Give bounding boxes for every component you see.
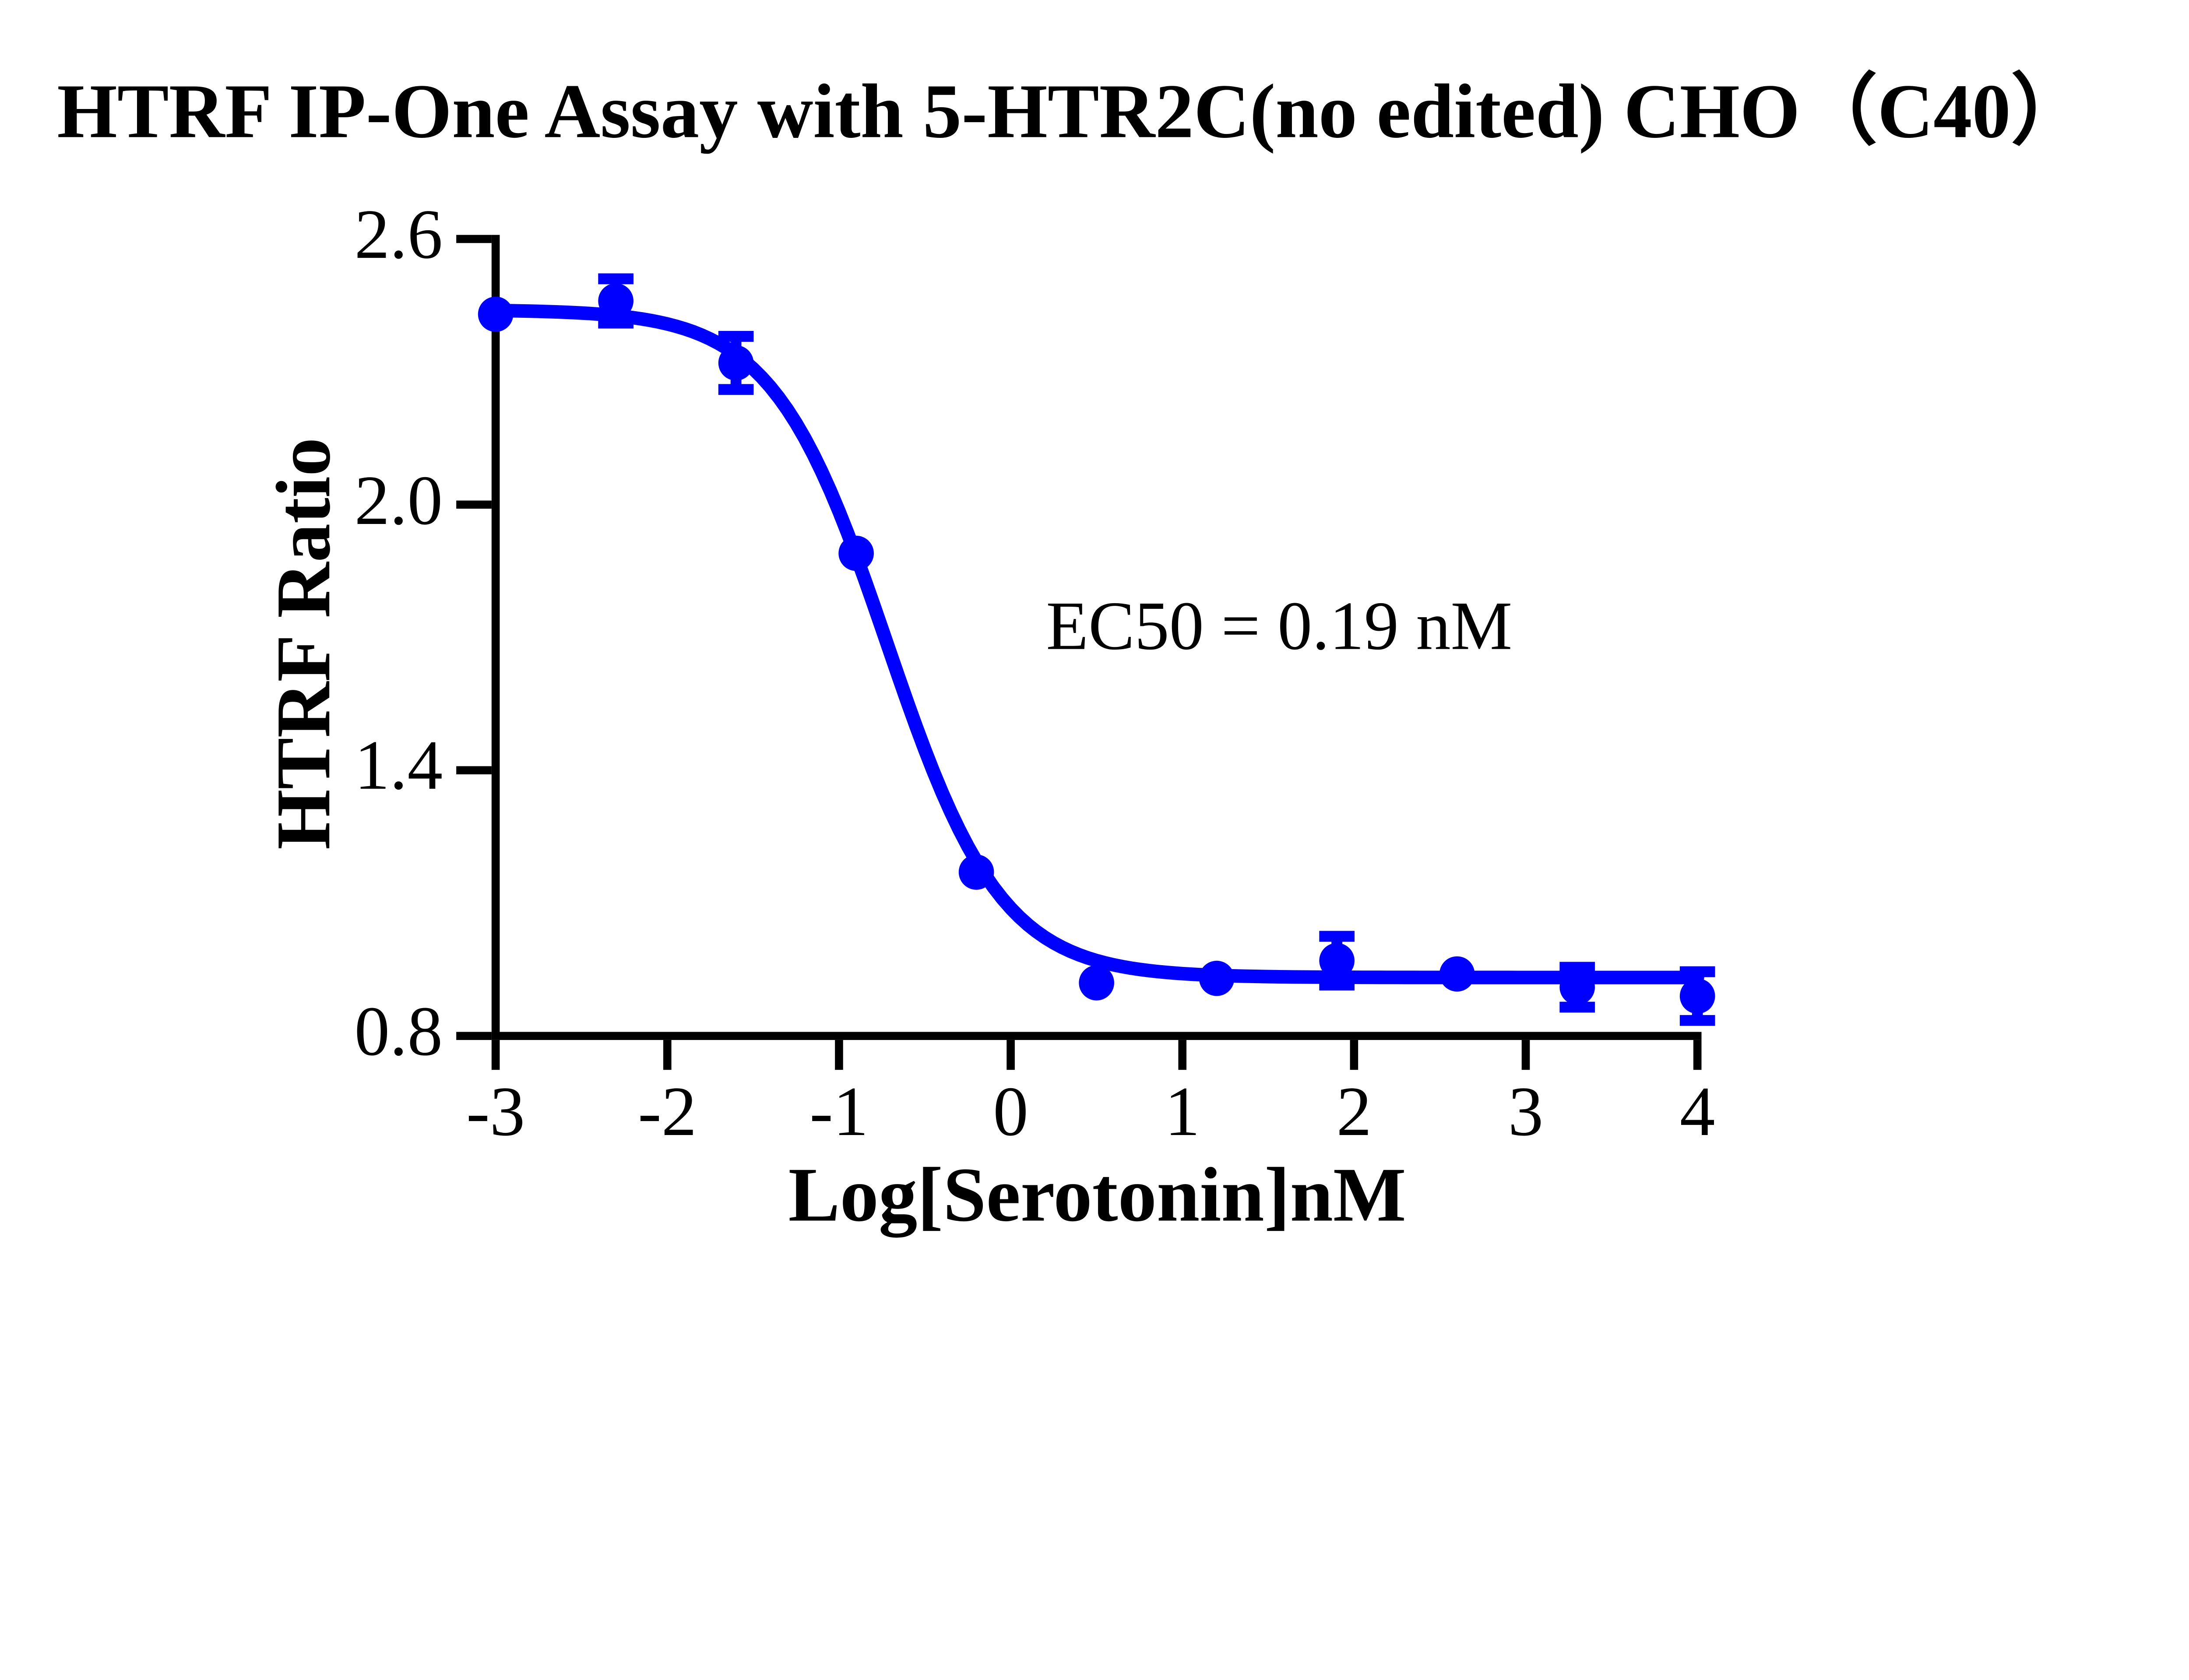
x-tick-label: 1 (1165, 1074, 1200, 1152)
x-tick-label: 4 (1679, 1074, 1715, 1152)
x-tick-label: 2 (1336, 1074, 1372, 1152)
chart-title: HTRF IP-One Assay with 5-HTR2C(no edited… (57, 69, 2088, 155)
data-points (478, 283, 1715, 1014)
x-tick-label: -2 (638, 1074, 697, 1152)
axes (456, 235, 1702, 1070)
x-axis-title: Log[Serotonin]nM (788, 1153, 1406, 1238)
dose-response-curve (489, 303, 1704, 984)
data-point-marker (1679, 978, 1715, 1014)
x-tick-label: -1 (809, 1074, 869, 1152)
fit-curve (489, 303, 1704, 984)
data-point-marker (838, 535, 874, 571)
data-point-marker (1199, 960, 1235, 996)
x-tick-label: -3 (466, 1074, 525, 1152)
y-tick-label: 1.4 (354, 728, 443, 806)
data-point-marker (718, 345, 754, 381)
x-tick-label: 0 (993, 1074, 1028, 1152)
y-tick-label: 0.8 (354, 994, 443, 1072)
axis-spines (491, 235, 1702, 1040)
chart-canvas: HTRF IP-One Assay with 5-HTR2C(no edited… (57, 69, 2088, 1238)
data-point-marker (1319, 943, 1355, 978)
plot-area (456, 235, 1715, 1070)
data-point-marker (958, 854, 994, 890)
ec50-annotation: EC50 = 0.19 nM (1046, 589, 1513, 665)
data-point-marker (478, 296, 514, 332)
data-point-marker (1079, 965, 1114, 1001)
data-point-marker (1559, 970, 1595, 1005)
x-tick-label: 3 (1508, 1074, 1544, 1152)
data-point-marker (598, 283, 633, 319)
y-tick-label: 2.0 (354, 462, 443, 540)
y-tick-label: 2.6 (354, 197, 443, 274)
data-point-marker (1439, 956, 1475, 992)
